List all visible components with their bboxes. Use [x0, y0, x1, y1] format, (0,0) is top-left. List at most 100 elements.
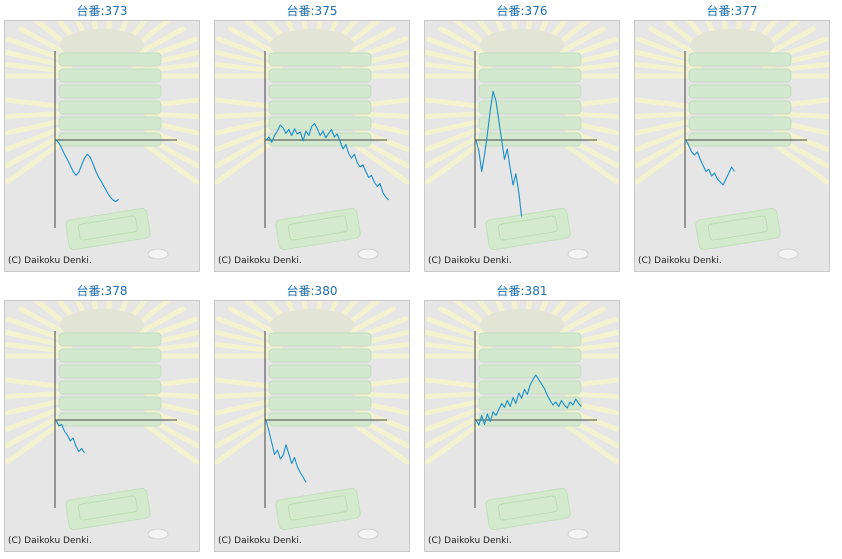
stacked-trays: [688, 52, 792, 147]
sunburst-ray: [215, 391, 270, 399]
copyright-text: (C) Daikoku Denki.: [8, 256, 92, 266]
chart-frame: (C) Daikoku Denki.: [4, 20, 200, 272]
sunburst-ray: [5, 407, 60, 432]
sunburst-ray: [5, 135, 60, 169]
sunburst-ray: [354, 143, 409, 185]
tray-layer: [688, 84, 792, 99]
sunburst-ray: [425, 143, 480, 185]
chart-tile: 台番:378 (C) Daikoku Denki.: [4, 280, 200, 552]
tray-layer: [268, 100, 372, 115]
chart-plot: [215, 301, 409, 540]
sunburst-ray: [215, 111, 270, 119]
series-line: [475, 374, 582, 426]
tray-layer: [688, 116, 792, 131]
chart-tile: 台番:381 (C) Daikoku Denki.: [424, 280, 620, 552]
sunburst-ray: [5, 377, 60, 389]
sunburst-ray: [144, 423, 199, 465]
bottom-tray: [485, 487, 571, 531]
series-line: [55, 419, 85, 454]
axes: [474, 51, 597, 228]
medal-coin: [147, 248, 169, 260]
series-line: [265, 122, 389, 201]
tray-layer: [268, 332, 372, 347]
tray-layer: [478, 68, 582, 83]
copyright-text: (C) Daikoku Denki.: [638, 256, 722, 266]
medal-coin: [567, 248, 589, 260]
chart-frame: (C) Daikoku Denki.: [214, 20, 410, 272]
tray-layer: [478, 52, 582, 67]
tray-layer: [688, 52, 792, 67]
bottom-tray: [485, 207, 571, 251]
chart-frame: (C) Daikoku Denki.: [214, 300, 410, 552]
series-line: [265, 419, 307, 483]
sunburst-ray: [425, 97, 480, 109]
sunburst-ray: [635, 49, 702, 70]
sunburst-ray: [215, 49, 282, 70]
chart-plot: [425, 21, 619, 260]
chart-title: 台番:380: [286, 284, 338, 298]
sunburst-ray: [425, 49, 492, 70]
sunburst-ray: [5, 97, 60, 109]
sunburst-ray: [425, 391, 480, 399]
sunburst-ray: [5, 119, 60, 136]
bottom-tray-inner: [77, 215, 138, 241]
axes: [54, 331, 177, 508]
medal-coin: [777, 248, 799, 260]
sunburst-ray: [425, 135, 480, 169]
tray-layer: [268, 380, 372, 395]
sunburst-ray: [425, 377, 480, 389]
chart-frame: (C) Daikoku Denki.: [424, 20, 620, 272]
sunburst-ray: [5, 423, 60, 465]
sunburst-ray: [144, 143, 199, 185]
bottom-tray: [695, 207, 781, 251]
series-line: [475, 90, 523, 217]
sunburst-ray: [215, 377, 270, 389]
series-line: [55, 139, 120, 203]
sunburst-ray: [5, 329, 72, 350]
tray-layer: [58, 332, 162, 347]
tray-layer: [58, 396, 162, 411]
chart-tile: 台番:377 (C) Daikoku Denki.: [634, 0, 830, 272]
chart-title: 台番:373: [76, 4, 128, 18]
sunburst-ray: [215, 127, 270, 152]
tray-layer: [688, 100, 792, 115]
chart-title: 台番:378: [76, 284, 128, 298]
axes: [684, 51, 807, 228]
bottom-tray-inner: [497, 495, 558, 521]
chart-plot: [5, 301, 199, 540]
sunburst-ray: [425, 415, 480, 449]
chart-tile: 台番:375 (C) Daikoku Denki.: [214, 0, 410, 272]
bottom-tray: [65, 487, 151, 531]
sunburst-ray: [425, 423, 480, 465]
series-line: [685, 139, 735, 186]
sunburst-ray: [215, 97, 270, 109]
axes: [264, 331, 387, 508]
chart-tile: 台番:380 (C) Daikoku Denki.: [214, 280, 410, 552]
background-art: [425, 301, 619, 540]
chart-plot: [635, 21, 829, 260]
tray-layer: [58, 100, 162, 115]
bottom-tray: [65, 207, 151, 251]
axes: [474, 331, 597, 508]
chart-plot: [425, 301, 619, 540]
sunburst-ray: [635, 97, 690, 109]
bottom-tray-inner: [497, 215, 558, 241]
chart-frame: (C) Daikoku Denki.: [424, 300, 620, 552]
sunburst-ray: [5, 127, 60, 152]
background-art: [215, 301, 409, 540]
medal-coin: [567, 528, 589, 540]
sunburst-ray: [425, 127, 480, 152]
sunburst-ray: [215, 423, 270, 465]
sunburst-ray: [564, 423, 619, 465]
sunburst-ray: [5, 49, 72, 70]
tray-layer: [58, 364, 162, 379]
sunburst-ray: [635, 127, 690, 152]
sunburst-ray: [635, 143, 690, 185]
tray-layer: [268, 116, 372, 131]
bottom-tray-inner: [77, 495, 138, 521]
sunburst-ray: [425, 119, 480, 136]
sunburst-ray: [5, 399, 60, 416]
chart-tile: 台番:373 (C) Daikoku Denki.: [4, 0, 200, 272]
sunburst-ray: [215, 119, 270, 136]
sunburst-ray: [5, 143, 60, 185]
